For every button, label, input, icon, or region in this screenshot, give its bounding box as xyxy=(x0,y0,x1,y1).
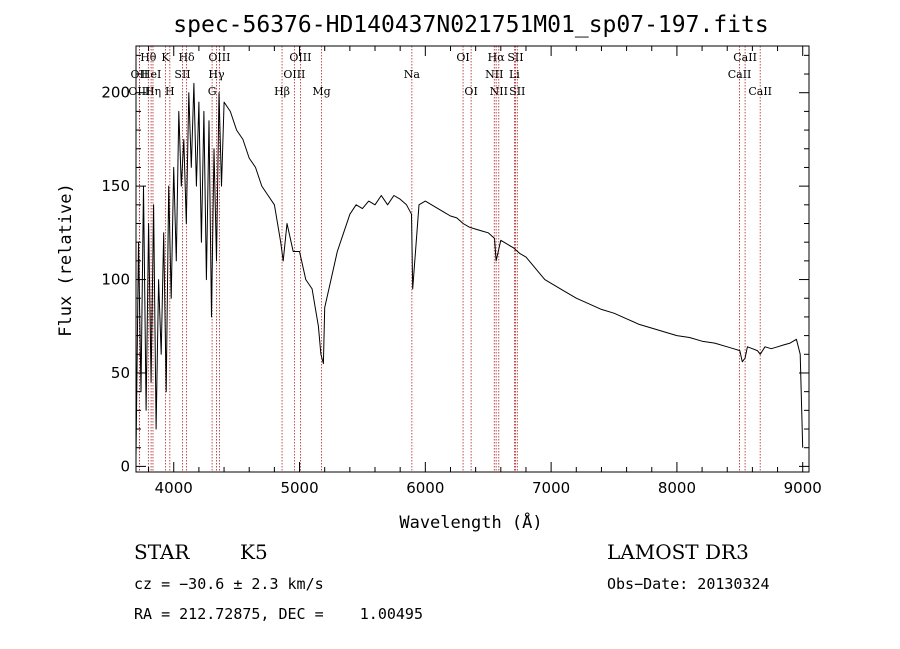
coordinates-text: RA = 212.72875, DEC = 1.00495 xyxy=(134,605,423,623)
line-label-16: Na xyxy=(404,68,421,81)
y-tick-label: 100 xyxy=(101,271,130,289)
x-tick-label: 5000 xyxy=(280,479,318,497)
y-tick-label: 200 xyxy=(101,84,130,102)
line-label-23: NII xyxy=(490,85,508,98)
plot-frame xyxy=(135,45,810,473)
object-subclass: K5 xyxy=(240,540,268,564)
redshift-text: cz = −30.6 ± 2.3 km/s xyxy=(134,575,324,593)
line-label-8: Hδ xyxy=(178,51,195,64)
survey-name: LAMOST DR3 xyxy=(607,540,749,564)
y-tick-label: 0 xyxy=(120,457,130,475)
line-label-2: OIII xyxy=(128,85,150,98)
line-label-0: Hθ xyxy=(140,51,157,64)
y-tick-label: 50 xyxy=(111,364,130,382)
line-label-9: OIII xyxy=(208,51,230,64)
line-label-17: OI xyxy=(456,51,469,64)
line-label-10: Hγ xyxy=(208,68,225,81)
line-label-5: K xyxy=(161,51,170,64)
line-label-19: Hα xyxy=(488,51,506,64)
line-label-27: CaII xyxy=(748,85,772,98)
line-label-6: H xyxy=(165,85,175,98)
line-label-4: Hη xyxy=(145,85,161,98)
spectrum-line xyxy=(135,82,804,458)
x-tick-label: 9000 xyxy=(784,479,822,497)
line-label-18: OI xyxy=(464,85,477,98)
line-label-11: G xyxy=(208,85,217,98)
obs-date-text: Obs−Date: 20130324 xyxy=(607,575,770,593)
y-axis-ticks: 0 50 100 150 200 xyxy=(101,54,809,475)
line-label-15: Mg xyxy=(312,85,330,98)
line-label-12: Hβ xyxy=(274,85,290,98)
line-label-7: SII xyxy=(174,68,190,81)
x-axis-ticks: 4000 5000 6000 7000 8000 9000 xyxy=(148,46,822,497)
line-label-14: OIII xyxy=(283,68,305,81)
y-axis-label: Flux (relative) xyxy=(56,183,76,337)
line-label-22: Li xyxy=(509,68,520,81)
line-label-13: OIII xyxy=(289,51,311,64)
x-tick-label: 8000 xyxy=(658,479,696,497)
y-tick-label: 150 xyxy=(101,177,130,195)
chart-title: spec-56376-HD140437N021751M01_sp07-197.f… xyxy=(173,12,768,38)
x-axis-label: Wavelength (Å) xyxy=(399,511,542,533)
line-label-3: HeI xyxy=(141,68,161,81)
line-label-21: NII xyxy=(485,68,503,81)
line-label-20: SII xyxy=(507,51,523,64)
x-tick-label: 7000 xyxy=(532,479,570,497)
x-tick-label: 4000 xyxy=(155,479,193,497)
emission-line-markers xyxy=(138,46,761,472)
line-label-26: CaII xyxy=(728,68,752,81)
line-label-25: CaII xyxy=(733,51,757,64)
x-tick-label: 6000 xyxy=(406,479,444,497)
line-label-24: SII xyxy=(509,85,525,98)
object-class: STAR xyxy=(134,540,190,564)
